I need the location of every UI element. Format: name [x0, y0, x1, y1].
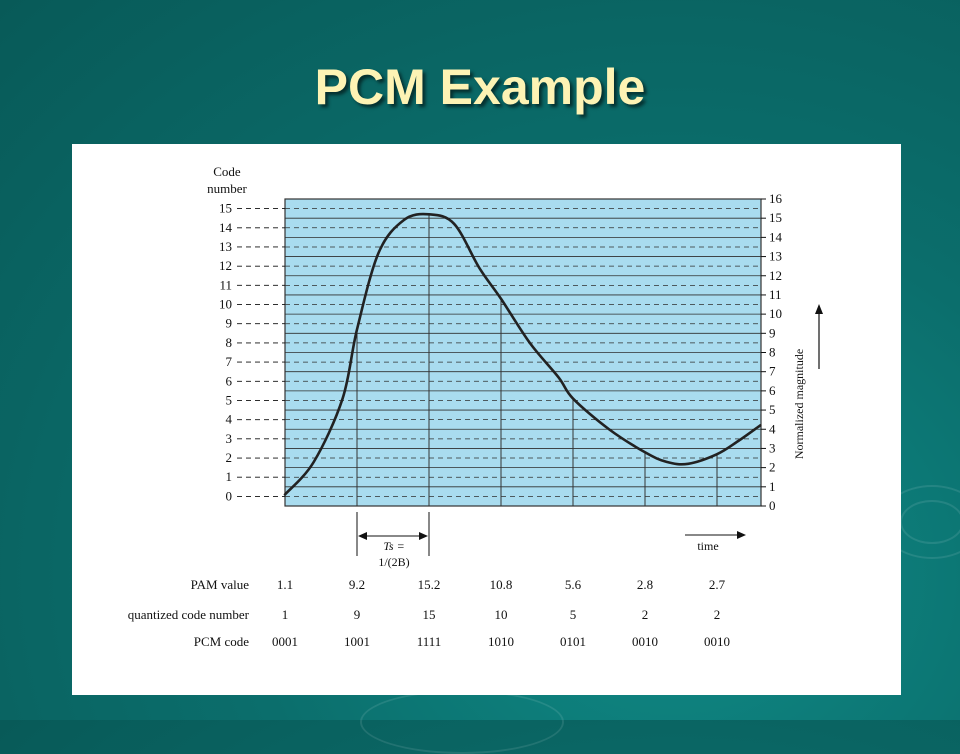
- ripple-decoration: [360, 690, 564, 754]
- left-tick-label: 13: [219, 239, 232, 254]
- ts-label-line1: Ts =: [383, 539, 404, 553]
- right-tick-label: 6: [769, 383, 776, 398]
- pcm-code-cell: 0001: [272, 634, 298, 649]
- left-axis-title-line2: number: [207, 181, 247, 196]
- pcm-code-row-label: PCM code: [194, 634, 249, 649]
- right-tick-label: 5: [769, 402, 776, 417]
- left-tick-label: 3: [226, 431, 233, 446]
- pam-value-cell: 2.7: [709, 577, 726, 592]
- pcm-code-cell: 0010: [632, 634, 658, 649]
- quantized-code-cell: 2: [714, 607, 721, 622]
- pcm-code-cell: 0101: [560, 634, 586, 649]
- pam-value-cell: 1.1: [277, 577, 293, 592]
- ts-marker: Ts = 1/(2B): [356, 512, 430, 569]
- right-tick-label: 15: [769, 210, 782, 225]
- pcm-code-cell: 0010: [704, 634, 730, 649]
- sample-table: PAM value 1.1 9.2 15.2 10.8 5.6 2.8 2.7 quantize…: [128, 577, 730, 649]
- quantized-code-cell: 1: [282, 607, 289, 622]
- time-label: time: [697, 539, 718, 553]
- pcm-code-cell: 1010: [488, 634, 514, 649]
- left-tick-label: 4: [226, 412, 233, 427]
- right-tick-label: 10: [769, 306, 782, 321]
- right-tick-label: 14: [769, 229, 783, 244]
- quantized-code-cell: 5: [570, 607, 577, 622]
- right-tick-label: 13: [769, 249, 782, 264]
- left-axis-title-line1: Code: [213, 164, 241, 179]
- pam-value-cell: 5.6: [565, 577, 582, 592]
- right-tick-label: 3: [769, 440, 776, 455]
- right-tick-label: 7: [769, 364, 776, 379]
- left-tick-label: 5: [226, 392, 233, 407]
- ts-arrow-left: [358, 532, 367, 540]
- time-marker: time: [685, 531, 746, 553]
- right-tick-label: 1: [769, 479, 776, 494]
- left-tick-label: 9: [226, 316, 233, 331]
- right-tick-label: 2: [769, 460, 776, 475]
- right-tick-label: 8: [769, 345, 776, 360]
- left-tick-label: 0: [226, 488, 233, 503]
- right-tick-label: 0: [769, 498, 776, 513]
- quantized-code-cell: 15: [423, 607, 436, 622]
- right-tick-label: 4: [769, 421, 776, 436]
- left-tick-label: 8: [226, 335, 233, 350]
- slide-title: PCM Example: [314, 59, 646, 115]
- right-tick-label: 12: [769, 268, 782, 283]
- right-tick-label: 9: [769, 325, 776, 340]
- sample-lines: [356, 214, 718, 506]
- left-tick-label: 14: [219, 220, 233, 235]
- left-tick-label: 1: [226, 469, 233, 484]
- right-axis-title: Normalized magnitude: [792, 349, 806, 459]
- left-tick-label: 2: [226, 450, 233, 465]
- quantized-code-cell: 9: [354, 607, 361, 622]
- pam-value-cell: 15.2: [418, 577, 441, 592]
- signal-curve: [283, 212, 762, 496]
- quantized-code-row-label: quantized code number: [128, 607, 250, 622]
- quantized-code-cell: 10: [495, 607, 508, 622]
- right-axis-arrowhead: [815, 304, 823, 314]
- left-tick-label: 10: [219, 297, 232, 312]
- left-tick-label: 15: [219, 201, 232, 216]
- pcm-code-cell: 1111: [417, 634, 442, 649]
- ts-label-line2: 1/(2B): [378, 555, 409, 569]
- quantized-code-cell: 2: [642, 607, 649, 622]
- pam-value-cell: 2.8: [637, 577, 653, 592]
- right-tick-label: 16: [769, 191, 783, 206]
- left-tick-label: 11: [219, 277, 232, 292]
- left-tick-label: 12: [219, 258, 232, 273]
- grid-lines: [285, 208, 761, 497]
- pam-value-cell: 10.8: [490, 577, 513, 592]
- right-tick-label: 11: [769, 287, 782, 302]
- pam-value-cell: 9.2: [349, 577, 365, 592]
- time-arrowhead: [737, 531, 746, 539]
- chart-panel: 0 1 2 3 4 5 6 7 8 9 10 11 12 13 14 15 0 1 2 3 4 5 6 7 8 9 10 11 12 1…: [72, 144, 901, 695]
- left-tick-label: 7: [226, 354, 233, 369]
- signal-curve-group: [283, 212, 762, 496]
- ts-arrow-right: [419, 532, 428, 540]
- pam-value-row-label: PAM value: [191, 577, 250, 592]
- left-tick-label: 6: [226, 373, 233, 388]
- pcm-code-cell: 1001: [344, 634, 370, 649]
